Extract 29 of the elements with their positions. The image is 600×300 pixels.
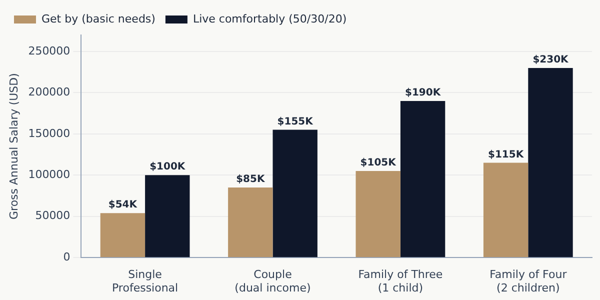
data-label: $54K: [108, 200, 138, 211]
x-tick-label: Family of Three (1 child): [358, 268, 443, 294]
y-tick-label: 100000: [28, 168, 70, 182]
bar: [228, 188, 273, 258]
data-label: $85K: [236, 174, 266, 186]
y-tick-label: 0: [63, 250, 70, 264]
data-label: $155K: [277, 116, 314, 128]
y-tick-label: 50000: [35, 209, 70, 222]
bar: [483, 162, 528, 258]
data-label: $105K: [360, 158, 398, 169]
bar: [100, 213, 146, 258]
bar: [272, 130, 318, 258]
data-label: $230K: [532, 54, 570, 66]
legend-label: Live comfortably (50/30/20): [192, 12, 347, 26]
data-label: $100K: [150, 162, 186, 173]
y-tick-label: 150000: [28, 126, 70, 140]
x-tick-label: Family of Four (2 children): [490, 268, 568, 294]
bar: [528, 68, 573, 258]
y-tick-label: 200000: [28, 86, 70, 99]
y-tick-label: 250000: [28, 44, 70, 58]
x-tick-label: Couple (dual income): [234, 268, 311, 294]
bar: [400, 100, 446, 258]
data-label: $115K: [488, 149, 525, 160]
x-tick-label: Single Professional: [112, 268, 178, 294]
y-axis-title: Gross Annual Salary (USD): [7, 73, 20, 220]
data-label: $190K: [405, 88, 442, 99]
legend-label: Get by (basic needs): [42, 12, 156, 26]
bar: [145, 175, 190, 258]
bar: [356, 171, 400, 258]
